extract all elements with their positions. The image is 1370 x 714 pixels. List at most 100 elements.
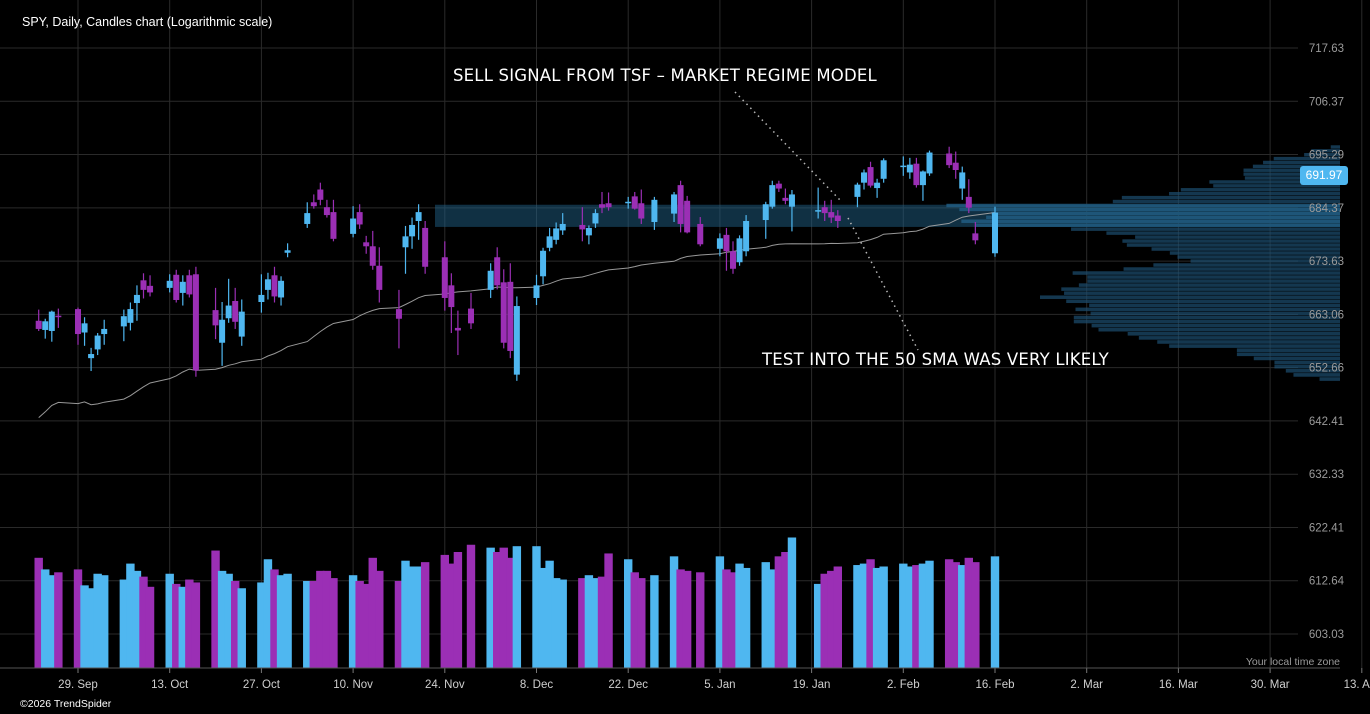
- volume-bar: [682, 570, 692, 668]
- candle-body: [448, 285, 455, 308]
- candle-body: [671, 194, 678, 214]
- candle-body: [513, 306, 520, 375]
- candle-body: [775, 183, 782, 189]
- volume-bar: [362, 583, 371, 668]
- candles: [35, 146, 998, 381]
- candle-body: [330, 212, 337, 239]
- volume-profile-bar: [1098, 327, 1340, 332]
- candle-body: [546, 236, 553, 248]
- candle-body: [409, 224, 416, 237]
- candle-body: [212, 310, 219, 326]
- volume-bar: [139, 576, 148, 668]
- candle-body: [507, 281, 514, 351]
- candle-body: [788, 194, 795, 207]
- candle-body: [861, 172, 867, 183]
- x-tick-label: 8. Dec: [520, 679, 553, 691]
- candle-body: [232, 300, 239, 322]
- candle-body: [271, 275, 278, 297]
- volume-profile-bar: [1071, 227, 1340, 231]
- volume-bar: [578, 578, 587, 668]
- volume-bar: [859, 563, 869, 668]
- volume-bar: [132, 570, 142, 668]
- candle-body: [579, 224, 586, 230]
- volume-profile-bar: [1127, 331, 1340, 336]
- volume-bar: [34, 557, 43, 668]
- candle-body: [723, 234, 730, 252]
- volume-profile-bar: [1072, 271, 1340, 275]
- volume-profile-bar: [1135, 235, 1340, 239]
- candle-body: [540, 250, 547, 277]
- volume-bar: [407, 566, 417, 668]
- volume-bar: [512, 546, 522, 668]
- candle-body: [179, 281, 186, 293]
- candle-body: [147, 285, 154, 293]
- volume-bar: [722, 569, 731, 668]
- support-zone: [435, 204, 1340, 227]
- copyright: ©2026 TrendSpider: [20, 698, 112, 710]
- volume-bar: [401, 560, 410, 668]
- candle-body: [369, 246, 376, 266]
- candle-body: [533, 285, 540, 298]
- volume-profile-bar: [1112, 199, 1340, 204]
- volume-bar: [624, 559, 633, 668]
- volume-bar: [493, 552, 502, 668]
- volume-bar: [145, 586, 155, 668]
- volume-bar: [224, 573, 233, 668]
- candle-body: [906, 164, 913, 173]
- candle-body: [317, 189, 324, 200]
- volume-profile-bar: [1121, 195, 1340, 200]
- candle-body: [762, 204, 769, 221]
- volume-bar: [100, 575, 109, 668]
- candle-body: [697, 223, 704, 245]
- volume-bar: [787, 537, 797, 668]
- candle-body: [376, 265, 383, 290]
- volume-profile-bar: [1073, 315, 1340, 320]
- volume-profile-bar: [1243, 172, 1340, 176]
- candle-body: [88, 354, 95, 359]
- volume-bar: [499, 547, 508, 668]
- volume-bar: [866, 559, 875, 668]
- volume-profile-bar: [1169, 191, 1340, 196]
- candle-body: [782, 197, 789, 201]
- volume-bar: [466, 544, 476, 668]
- volume-profile-bar: [1090, 311, 1340, 316]
- volume-profile-bar: [1311, 149, 1340, 153]
- candle-body: [926, 152, 933, 174]
- volume-profile-bar: [1138, 336, 1340, 340]
- volume-bar: [375, 570, 384, 668]
- candle-body: [402, 236, 409, 248]
- candle-body: [166, 280, 173, 288]
- candle-body: [395, 309, 402, 319]
- volume-bar: [899, 563, 908, 668]
- volume-profile-bar: [1253, 356, 1340, 361]
- y-tick-label: 632.33: [1309, 469, 1344, 481]
- y-tick-label: 663.06: [1309, 309, 1344, 321]
- volume-bar: [486, 547, 495, 668]
- candle-body: [880, 160, 887, 179]
- volume-bar: [217, 570, 227, 668]
- volume-bar: [637, 578, 646, 668]
- volume-profile-bar: [1274, 360, 1340, 365]
- volume-bar: [532, 546, 541, 668]
- volume-profile-bar: [1157, 340, 1340, 344]
- volume-profile-bar: [1274, 364, 1340, 369]
- candle-body: [730, 251, 736, 269]
- timezone-label: Your local time zone: [1245, 656, 1340, 668]
- volume-bar: [741, 567, 751, 668]
- x-tick-label: 13. Apr: [1344, 679, 1370, 691]
- candle-body: [815, 210, 822, 212]
- candle-body: [422, 227, 429, 267]
- volume-profile-bar: [1304, 153, 1340, 157]
- candle-body: [133, 294, 140, 304]
- candle-body: [487, 270, 494, 290]
- candle-body: [913, 163, 920, 186]
- chart-title: SPY, Daily, Candles chart (Logarithmic s…: [22, 15, 273, 29]
- candle-body: [127, 309, 134, 323]
- candle-body: [867, 167, 874, 186]
- candle-body: [192, 274, 199, 371]
- volume-profile-bar: [1075, 307, 1340, 312]
- volume-bar: [368, 557, 377, 668]
- candle-body: [81, 323, 88, 333]
- candle-body: [310, 202, 317, 207]
